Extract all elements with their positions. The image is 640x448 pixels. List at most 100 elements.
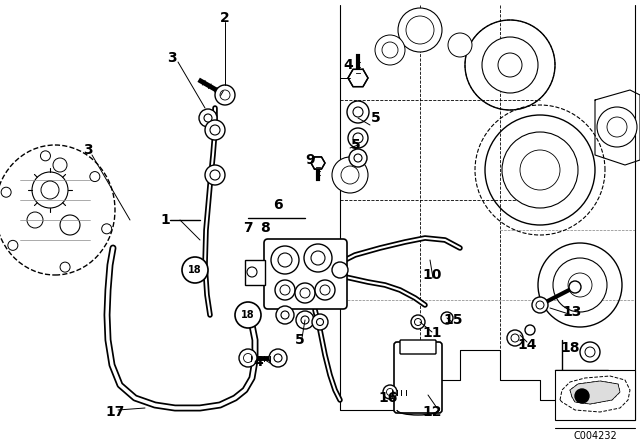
Circle shape bbox=[375, 35, 405, 65]
Circle shape bbox=[275, 280, 295, 300]
Circle shape bbox=[239, 349, 257, 367]
Circle shape bbox=[382, 42, 398, 58]
Circle shape bbox=[511, 334, 519, 342]
Circle shape bbox=[348, 128, 368, 148]
Circle shape bbox=[415, 319, 422, 326]
Circle shape bbox=[585, 347, 595, 357]
Text: 6: 6 bbox=[273, 198, 283, 212]
Circle shape bbox=[569, 281, 581, 293]
Circle shape bbox=[341, 166, 359, 184]
Circle shape bbox=[199, 109, 217, 127]
Circle shape bbox=[448, 33, 472, 57]
Circle shape bbox=[210, 170, 220, 180]
Text: 4: 4 bbox=[343, 58, 353, 72]
Circle shape bbox=[607, 117, 627, 137]
Circle shape bbox=[347, 101, 369, 123]
Circle shape bbox=[553, 258, 607, 312]
Circle shape bbox=[317, 319, 323, 326]
Circle shape bbox=[205, 120, 225, 140]
Circle shape bbox=[247, 267, 257, 277]
Text: 12: 12 bbox=[422, 405, 442, 419]
Circle shape bbox=[532, 297, 548, 313]
FancyBboxPatch shape bbox=[400, 340, 436, 354]
Text: 8: 8 bbox=[260, 221, 270, 235]
Circle shape bbox=[60, 262, 70, 272]
Text: 5: 5 bbox=[371, 111, 381, 125]
Circle shape bbox=[182, 257, 208, 283]
Circle shape bbox=[575, 389, 589, 403]
Circle shape bbox=[204, 114, 212, 122]
Circle shape bbox=[40, 151, 51, 161]
Circle shape bbox=[205, 165, 225, 185]
Circle shape bbox=[538, 243, 622, 327]
Circle shape bbox=[274, 354, 282, 362]
Circle shape bbox=[210, 125, 220, 135]
Circle shape bbox=[53, 158, 67, 172]
Circle shape bbox=[1, 187, 11, 197]
Circle shape bbox=[387, 388, 394, 396]
Circle shape bbox=[27, 212, 43, 228]
Text: 9: 9 bbox=[305, 153, 315, 167]
Polygon shape bbox=[245, 260, 265, 285]
Circle shape bbox=[271, 246, 299, 274]
Circle shape bbox=[332, 262, 348, 278]
Circle shape bbox=[300, 288, 310, 298]
Circle shape bbox=[383, 385, 397, 399]
Circle shape bbox=[281, 311, 289, 319]
Text: 5: 5 bbox=[295, 333, 305, 347]
Circle shape bbox=[280, 285, 290, 295]
Circle shape bbox=[597, 107, 637, 147]
Circle shape bbox=[332, 157, 368, 193]
Circle shape bbox=[536, 301, 544, 309]
Ellipse shape bbox=[0, 145, 115, 275]
Circle shape bbox=[353, 107, 363, 117]
Polygon shape bbox=[570, 381, 620, 404]
Text: 3: 3 bbox=[167, 51, 177, 65]
Text: 17: 17 bbox=[106, 405, 125, 419]
Circle shape bbox=[465, 20, 555, 110]
Circle shape bbox=[315, 280, 335, 300]
Text: 4: 4 bbox=[253, 355, 263, 369]
Text: 18: 18 bbox=[560, 341, 580, 355]
Circle shape bbox=[32, 172, 68, 208]
Circle shape bbox=[60, 215, 80, 235]
Text: 13: 13 bbox=[563, 305, 582, 319]
Circle shape bbox=[353, 133, 363, 143]
Circle shape bbox=[304, 244, 332, 272]
Circle shape bbox=[485, 115, 595, 225]
Text: 18: 18 bbox=[188, 265, 202, 275]
Circle shape bbox=[502, 132, 578, 208]
Text: 1: 1 bbox=[160, 213, 170, 227]
Circle shape bbox=[580, 342, 600, 362]
Circle shape bbox=[507, 330, 523, 346]
Circle shape bbox=[220, 90, 230, 100]
Circle shape bbox=[102, 224, 112, 234]
Circle shape bbox=[568, 273, 592, 297]
Circle shape bbox=[354, 154, 362, 162]
Circle shape bbox=[243, 353, 253, 362]
Text: C004232: C004232 bbox=[573, 431, 617, 441]
FancyBboxPatch shape bbox=[555, 370, 635, 420]
Polygon shape bbox=[311, 157, 325, 169]
FancyBboxPatch shape bbox=[394, 342, 442, 413]
Polygon shape bbox=[348, 69, 368, 86]
Text: 11: 11 bbox=[422, 326, 442, 340]
Text: 2: 2 bbox=[220, 11, 230, 25]
Circle shape bbox=[269, 349, 287, 367]
Circle shape bbox=[215, 85, 235, 105]
Text: 5: 5 bbox=[351, 138, 361, 152]
Circle shape bbox=[311, 251, 325, 265]
Circle shape bbox=[520, 150, 560, 190]
Circle shape bbox=[235, 302, 261, 328]
Text: 15: 15 bbox=[444, 313, 463, 327]
Text: 14: 14 bbox=[517, 338, 537, 352]
Circle shape bbox=[349, 149, 367, 167]
Circle shape bbox=[525, 325, 535, 335]
Circle shape bbox=[406, 16, 434, 44]
Circle shape bbox=[8, 241, 18, 250]
Circle shape bbox=[320, 285, 330, 295]
Circle shape bbox=[301, 316, 309, 324]
FancyBboxPatch shape bbox=[264, 239, 347, 309]
Circle shape bbox=[312, 314, 328, 330]
Circle shape bbox=[482, 37, 538, 93]
